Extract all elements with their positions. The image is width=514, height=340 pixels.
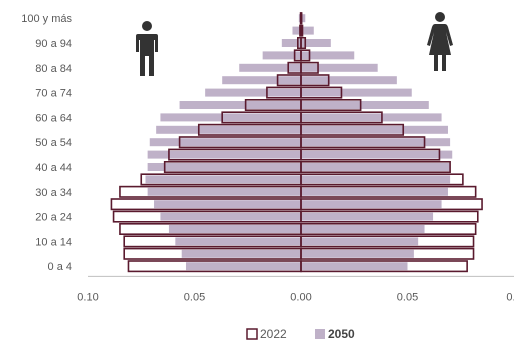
age-label: 60 a 64	[35, 112, 72, 124]
bar-2022-female	[300, 210, 479, 223]
bar-2050-female	[301, 125, 448, 134]
bar-2050-male	[205, 88, 301, 97]
bar-2022-female	[300, 86, 343, 99]
bar-2022-female	[300, 247, 475, 260]
bar-2050-male	[147, 187, 301, 196]
bar-2050-male	[181, 249, 301, 258]
bar-2022-female	[300, 235, 475, 248]
x-tick-label: 0.1	[506, 291, 514, 303]
bar-2050-female	[301, 187, 448, 196]
bar-2050-female	[301, 14, 306, 23]
bars-2022-group	[110, 12, 483, 273]
bar-2050-female	[301, 212, 434, 221]
bar-2050-female	[301, 150, 453, 159]
bar-2022-female	[300, 223, 477, 236]
age-label: 0 a 4	[48, 261, 72, 273]
legend-label-2050: 2050	[328, 327, 355, 340]
age-label: 100 y más	[21, 13, 72, 25]
bar-2050-male	[292, 26, 301, 35]
legend: 2022 2050	[246, 327, 355, 340]
bar-2050-female	[301, 39, 331, 47]
age-label: 40 a 44	[35, 162, 72, 174]
bar-2022-female	[300, 49, 311, 62]
bar-2050-male	[145, 175, 301, 184]
bar-2022-female	[300, 260, 468, 273]
bar-2050-male	[281, 39, 301, 47]
bar-2022-female	[300, 148, 441, 161]
bar-2050-female	[301, 88, 412, 97]
x-tick-label: 0.05	[397, 291, 418, 303]
bar-2050-female	[301, 76, 397, 85]
bar-2050-male	[156, 125, 301, 134]
bar-2050-male	[160, 113, 301, 122]
bar-2050-female	[301, 163, 451, 171]
bar-2050-female	[301, 262, 408, 271]
bar-2050-female	[301, 200, 442, 209]
legend-swatch-2050	[315, 329, 325, 339]
bar-2050-male	[239, 63, 301, 72]
legend-swatch-2022	[246, 328, 258, 340]
bars-2050-group	[145, 14, 453, 271]
bar-2022-female	[300, 173, 464, 186]
bar-2022-female	[300, 99, 362, 112]
bar-2050-male	[149, 138, 301, 147]
bar-2050-male	[147, 163, 301, 171]
bar-2050-female	[301, 63, 378, 72]
age-label: 90 a 94	[35, 38, 72, 50]
bar-2050-female	[301, 249, 414, 258]
age-label: 80 a 84	[35, 63, 72, 75]
bar-2050-female	[301, 175, 451, 184]
bar-2022-female	[300, 74, 330, 87]
bar-2022-female	[300, 36, 307, 49]
x-tick-label: 0.00	[290, 291, 311, 303]
bar-2050-female	[301, 225, 425, 233]
bar-2050-female	[301, 101, 429, 109]
bar-2050-male	[262, 51, 301, 60]
bar-2050-male	[175, 237, 301, 246]
female-person-icon	[427, 12, 453, 71]
bar-2050-male	[222, 76, 301, 85]
bar-2050-female	[301, 26, 314, 35]
x-tick-labels: 0.10 0.05 0.00 0.05 0.1	[77, 291, 514, 303]
age-label: 70 a 74	[35, 88, 72, 100]
bar-2050-male	[179, 101, 301, 109]
bar-2022-female	[300, 111, 383, 124]
bar-2050-male	[147, 150, 301, 159]
legend-label-2022: 2022	[260, 327, 287, 340]
bar-2022-female	[300, 24, 304, 37]
x-tick-label: 0.10	[77, 291, 98, 303]
bar-2050-female	[301, 113, 442, 122]
bar-2022-female	[300, 198, 483, 211]
bar-2050-female	[301, 51, 355, 60]
bar-2022-female	[300, 185, 477, 198]
x-tick-label: 0.05	[184, 291, 205, 303]
bar-2050-male	[154, 200, 301, 209]
bar-2022-female	[300, 123, 405, 136]
bar-2050-male	[160, 212, 301, 221]
bar-2050-female	[301, 237, 419, 246]
bar-2022-female	[300, 161, 451, 174]
bar-2050-male	[168, 225, 301, 233]
bar-2022-female	[300, 61, 319, 74]
age-label: 20 a 24	[35, 212, 72, 224]
bar-2050-female	[301, 138, 451, 147]
bar-2050-male	[185, 262, 301, 271]
bar-2022-female	[300, 12, 303, 25]
age-label: 30 a 34	[35, 187, 72, 199]
age-label: 50 a 54	[35, 137, 72, 149]
bar-2022-female	[300, 136, 426, 149]
male-person-icon	[136, 21, 158, 76]
age-group-labels: 0 a 4 10 a 14 20 a 24 30 a 34 40 a 44 50 a 54…	[21, 13, 72, 273]
age-label: 10 a 14	[35, 236, 72, 248]
